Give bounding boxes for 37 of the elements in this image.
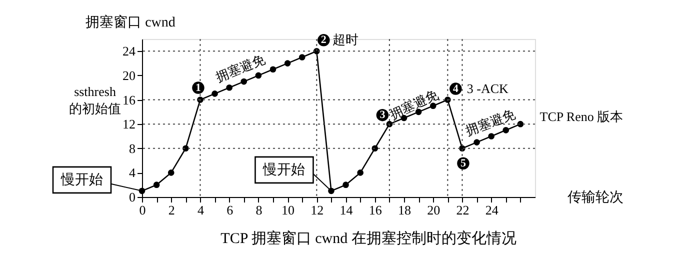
x-tick-label: 12: [310, 202, 324, 218]
annotation: 拥塞避免: [463, 106, 518, 138]
annotation: 慢开始: [60, 172, 103, 188]
annotation: 5: [460, 157, 466, 170]
y-tick-label: 20: [122, 68, 136, 83]
annotation: 拥塞避免: [213, 51, 268, 85]
y-tick-label: 12: [122, 116, 136, 132]
y-tick-label: 4: [129, 165, 136, 180]
text: TCP 拥塞窗口 cwnd 在拥塞控制时的变化情况: [220, 230, 516, 247]
x-tick-label: 6: [226, 202, 234, 218]
x-tick-label: 22: [456, 202, 470, 218]
annotation: 4: [452, 82, 459, 95]
y-tick-label: 0: [129, 190, 136, 204]
annotation: 超时: [332, 32, 359, 48]
x-axis-title: 传输轮次: [568, 190, 624, 206]
y-tick-label: 24: [122, 44, 136, 59]
x-tick-label: 20: [427, 202, 440, 218]
x-tick-label: 16: [368, 202, 382, 218]
annotation: 拥塞避免: [387, 86, 441, 122]
y-tick-label: 16: [122, 92, 136, 108]
annotation: 3 -ACK: [466, 80, 510, 96]
x-tick-label: 8: [256, 202, 262, 218]
x-tick-label: 14: [340, 202, 354, 218]
y-tick-label: 8: [129, 140, 136, 156]
x-tick-label: 10: [282, 202, 295, 218]
annotation: 2: [320, 34, 327, 46]
x-tick-label: 0: [139, 202, 146, 218]
annotation: 1: [195, 82, 201, 94]
y-axis-title: 拥塞窗口 cwnd: [86, 14, 176, 30]
x-tick-label: 24: [485, 202, 499, 218]
annotation: 慢开始: [262, 162, 306, 178]
annotation: 3: [380, 109, 386, 122]
x-tick-label: 2: [168, 202, 175, 218]
annotation: TCP Reno 版本: [540, 109, 624, 124]
annotation: ssthresh 的初始值: [69, 84, 121, 116]
x-tick-label: 4: [197, 202, 204, 218]
x-tick-label: 18: [398, 202, 411, 218]
